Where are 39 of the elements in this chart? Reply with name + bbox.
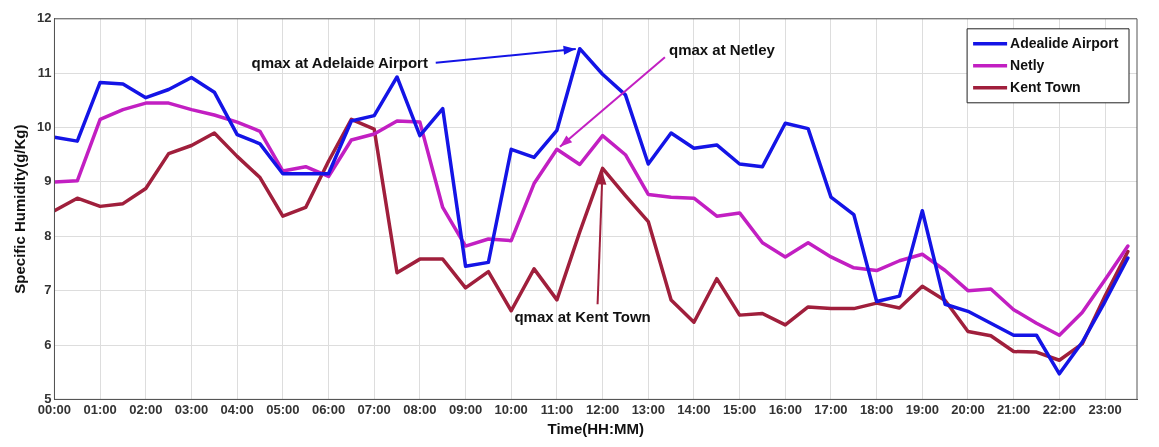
x-tick-label: 12:00	[585, 401, 620, 417]
y-tick-label: 7	[44, 282, 52, 298]
x-tick-label: 14:00	[677, 401, 711, 417]
y-tick-label: 9	[44, 173, 52, 189]
x-tick-label: 05:00	[266, 401, 300, 417]
legend-label: Netly	[1010, 56, 1045, 73]
x-tick-label: 03:00	[174, 401, 209, 417]
annotation: qmax at Kent Town	[514, 308, 651, 326]
x-tick-label: 19:00	[905, 401, 939, 417]
x-axis-title: Time(HH:MM)	[547, 420, 644, 438]
y-tick-label: 5	[44, 390, 52, 406]
x-tick-label: 18:00	[860, 401, 894, 417]
x-tick-label: 02:00	[129, 401, 163, 417]
x-tick-label: 13:00	[631, 401, 665, 417]
x-tick-label: 01:00	[83, 401, 117, 417]
y-tick-label: 6	[44, 336, 52, 352]
x-tick-label: 21:00	[997, 401, 1031, 417]
y-axis-title: Specific Humidity(g/Kg)	[11, 124, 29, 294]
x-tick-label: 06:00	[311, 401, 346, 417]
x-tick-label: 17:00	[814, 401, 848, 417]
x-tick-label: 04:00	[220, 401, 254, 417]
x-tick-label: 23:00	[1088, 401, 1122, 417]
y-tick-label: 10	[36, 119, 52, 135]
x-tick-label: 11:00	[540, 401, 574, 417]
x-tick-label: 15:00	[722, 401, 757, 417]
legend-label: Kent Town	[1010, 78, 1081, 95]
annotation: qmax at Netley	[668, 41, 776, 59]
y-tick-label: 11	[37, 64, 52, 80]
x-tick-label: 20:00	[951, 401, 985, 417]
x-tick-label: 09:00	[448, 401, 483, 417]
legend-label: Adealide Airport	[1010, 34, 1119, 51]
y-tick-label: 8	[44, 227, 52, 243]
x-tick-label: 10:00	[494, 401, 528, 417]
x-tick-label: 08:00	[403, 401, 437, 417]
x-tick-label: 22:00	[1042, 401, 1076, 417]
annotation: qmax at Adelaide Airport	[251, 53, 428, 71]
x-tick-label: 07:00	[357, 401, 391, 417]
x-tick-label: 16:00	[768, 401, 802, 417]
y-tick-label: 12	[36, 10, 52, 26]
